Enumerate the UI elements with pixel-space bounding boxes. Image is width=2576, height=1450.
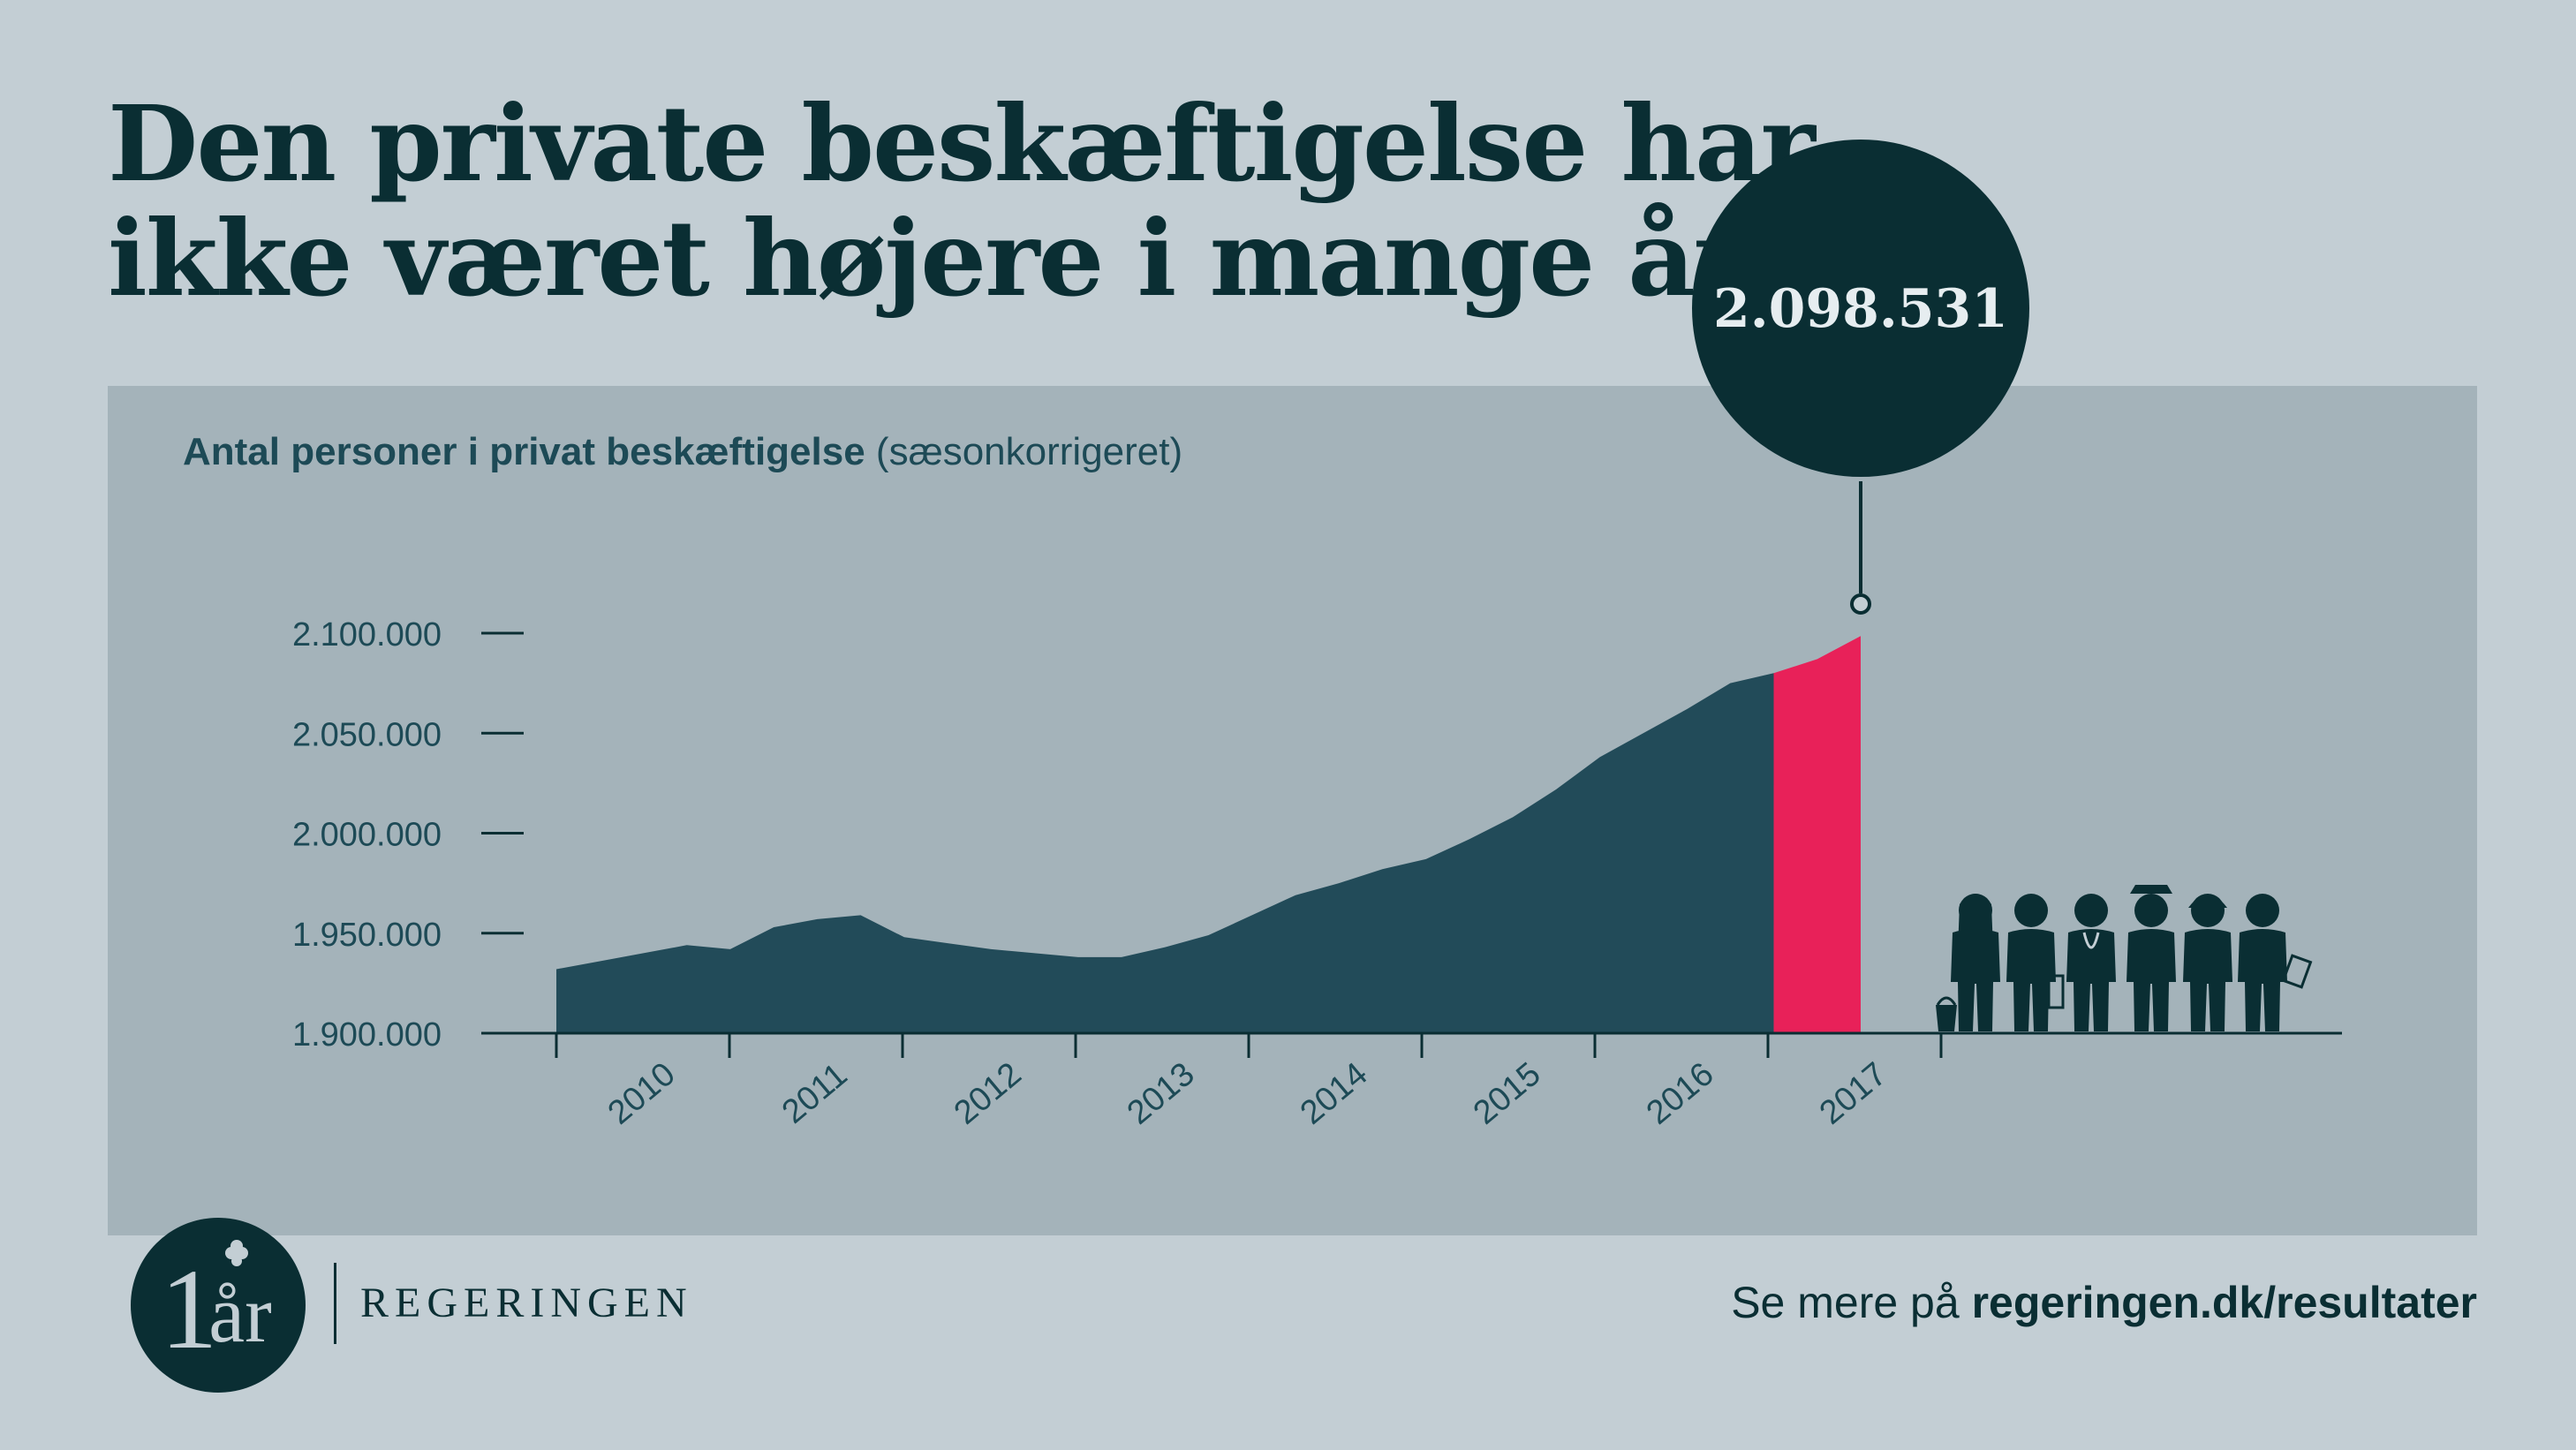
headline: Den private beskæftigelse har ikke været… — [108, 82, 1816, 320]
chart-panel — [108, 386, 2477, 1235]
callout-dot — [1850, 593, 1871, 615]
results-link[interactable]: Se mere på regeringen.dk/resultater — [1731, 1277, 2477, 1328]
x-tick-label: 2011 — [775, 1056, 855, 1131]
area-history — [556, 673, 1774, 1033]
workers-silhouettes-icon — [1936, 885, 2313, 1031]
headline-line-2: ikke været højere i mange år — [108, 197, 1749, 320]
worker-woman-icon — [1951, 894, 2000, 1031]
callout-bubble — [1692, 140, 2029, 477]
x-tick-label: 2017 — [1813, 1055, 1894, 1132]
x-tick-label: 2014 — [1294, 1055, 1375, 1132]
y-tick-label: 1.900.000 — [292, 1016, 442, 1054]
x-tick-label: 2010 — [601, 1055, 683, 1132]
x-tick-label: 2013 — [1121, 1055, 1202, 1132]
y-tick-label: 2.050.000 — [292, 716, 442, 753]
worker-officer-icon — [2127, 885, 2176, 1031]
logo-badge-icon: 1 år — [131, 1218, 306, 1393]
callout-value: 2.098.531 — [1713, 278, 2008, 340]
y-tick-label: 2.100.000 — [292, 616, 442, 653]
chart-title: Antal personer i privat beskæftigelse (s… — [183, 430, 1182, 474]
worker-accountant-icon — [2238, 894, 2313, 1031]
chart-title-main: Antal personer i privat beskæftigelse — [183, 430, 865, 473]
footer-divider — [334, 1263, 336, 1344]
logo-number: 1 — [161, 1246, 218, 1373]
bucket-icon — [1936, 996, 1957, 1031]
chart-areas — [556, 636, 1861, 1033]
worker-businessman-icon — [2006, 894, 2065, 1031]
y-tick-label: 1.950.000 — [292, 917, 442, 954]
logo-text: år — [208, 1269, 271, 1359]
x-tick-label: 2015 — [1467, 1055, 1548, 1132]
headline-line-1: Den private beskæftigelse har — [108, 82, 1816, 205]
x-tick-label: 2016 — [1640, 1055, 1721, 1132]
y-tick-label: 2.000.000 — [292, 817, 442, 854]
worker-builder-icon — [2183, 894, 2232, 1031]
x-axis: 2010 2011 2012 2013 2014 2015 2016 2017 — [481, 1031, 2342, 1132]
y-axis: 1.900.000 1.950.000 2.000.000 2.050.000 2.10… — [292, 616, 524, 1054]
worker-doctor-icon — [2066, 894, 2116, 1031]
results-link-prefix: Se mere på — [1731, 1278, 1972, 1327]
clover-icon — [225, 1240, 248, 1266]
callout: 2.098.531 — [1692, 140, 2029, 615]
results-link-url[interactable]: regeringen.dk/resultater — [1971, 1278, 2477, 1327]
brand-name: REGERINGEN — [360, 1280, 693, 1326]
area-highlight — [1773, 636, 1861, 1033]
x-tick-label: 2012 — [948, 1055, 1029, 1132]
chart-subtitle: (sæsonkorrigeret) — [875, 430, 1183, 473]
